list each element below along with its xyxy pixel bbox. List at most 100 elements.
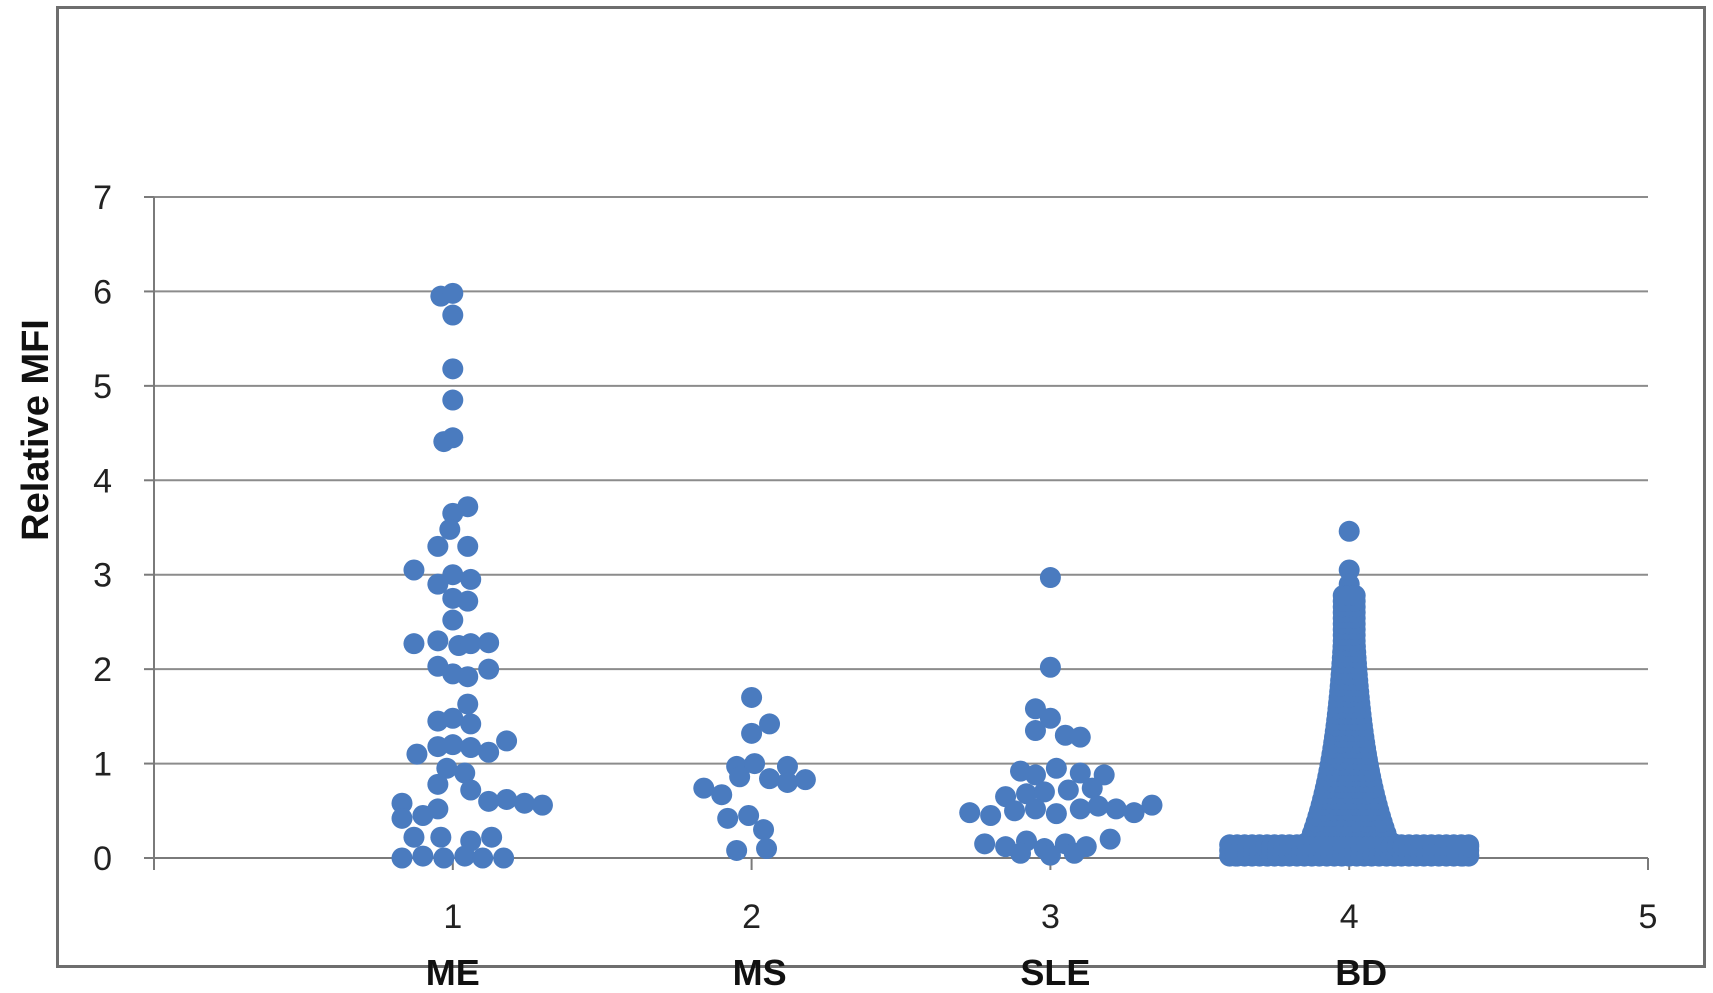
y-tick-label: 7 [93,179,112,217]
data-point [693,777,715,799]
data-point [1039,844,1061,866]
data-point [1123,802,1145,824]
data-point [442,358,464,380]
data-point [794,769,816,791]
data-point [1024,798,1046,820]
data-point [442,282,464,304]
data-point [1015,783,1037,805]
data-point [741,722,763,744]
data-point [391,807,413,829]
data-point [412,845,434,867]
data-point [460,779,482,801]
data-point [1063,842,1085,864]
data-point [1033,781,1055,803]
data-point [406,743,428,765]
x-tick-label: 1 [443,898,462,936]
data-point [457,693,479,715]
data-point [439,518,461,540]
data-point [1087,795,1109,817]
data-point [776,771,798,793]
data-point [403,559,425,581]
data-point [454,845,476,867]
data-point [531,794,553,816]
data-point [974,833,996,855]
category-label-sle: SLE [1020,952,1090,993]
data-point [442,389,464,411]
data-point [442,734,464,756]
data-point [427,573,449,595]
data-point [427,773,449,795]
category-label-bd: BD [1335,952,1387,993]
data-point [1057,779,1079,801]
x-tick-label: 5 [1639,898,1658,936]
x-tick-label: 2 [742,898,761,936]
data-point [1105,798,1127,820]
gridlines [154,196,1648,765]
y-tick-label: 1 [93,746,112,784]
data-point [776,755,798,777]
data-point [391,792,413,814]
data-point [959,802,981,824]
data-point [460,713,482,735]
data-point [1141,794,1163,816]
y-tick-label: 5 [93,368,112,406]
data-point [759,713,781,735]
series-ms [693,686,816,861]
data-point [753,819,775,841]
x-tick-label: 4 [1340,898,1359,936]
data-point [1010,842,1032,864]
data-point [430,826,452,848]
data-point [738,805,760,827]
data-point [726,839,748,861]
data-point [1069,798,1091,820]
data-point [442,502,464,524]
data-point [1024,698,1046,720]
data-point [759,768,781,790]
data-point [717,807,739,829]
y-tick-label: 4 [93,462,112,500]
data-point [433,847,455,869]
data-point [454,762,476,784]
data-point [460,633,482,655]
data-point [460,568,482,590]
data-point [442,707,464,729]
data-point [481,826,503,848]
y-axis-title: Relative MFI [15,319,57,541]
data-point [442,304,464,326]
y-tick-label: 6 [93,273,112,311]
chart-frame [56,6,1706,968]
x-tick-label: 3 [1041,898,1060,936]
data-point [1039,707,1061,729]
data-point [457,666,479,688]
data-point [1081,777,1103,799]
data-point [1024,764,1046,786]
data-point [1458,836,1480,858]
data-point [478,741,500,763]
data-point [427,630,449,652]
data-point [1004,800,1026,822]
data-point [1099,828,1121,850]
data-point [442,564,464,586]
y-tick-labels: 0 1 2 3 4 5 6 7 [93,179,112,878]
data-point [457,590,479,612]
data-point [493,847,515,869]
y-tick-label: 2 [93,651,112,689]
data-point [478,632,500,654]
data-point [744,753,766,775]
data-point [478,658,500,680]
data-point [980,805,1002,827]
data-point [403,826,425,848]
data-point [729,766,751,788]
data-points [391,282,1480,869]
data-point [1024,720,1046,742]
y-tick-label: 3 [93,557,112,595]
data-point [1039,567,1061,589]
data-point [1045,803,1067,825]
data-point [442,427,464,449]
category-label-ms: MS [733,952,787,993]
data-point [711,784,733,806]
data-point [460,737,482,759]
data-point [457,535,479,557]
series-bd-dense-cloud [1219,584,1480,867]
data-point [741,686,763,708]
